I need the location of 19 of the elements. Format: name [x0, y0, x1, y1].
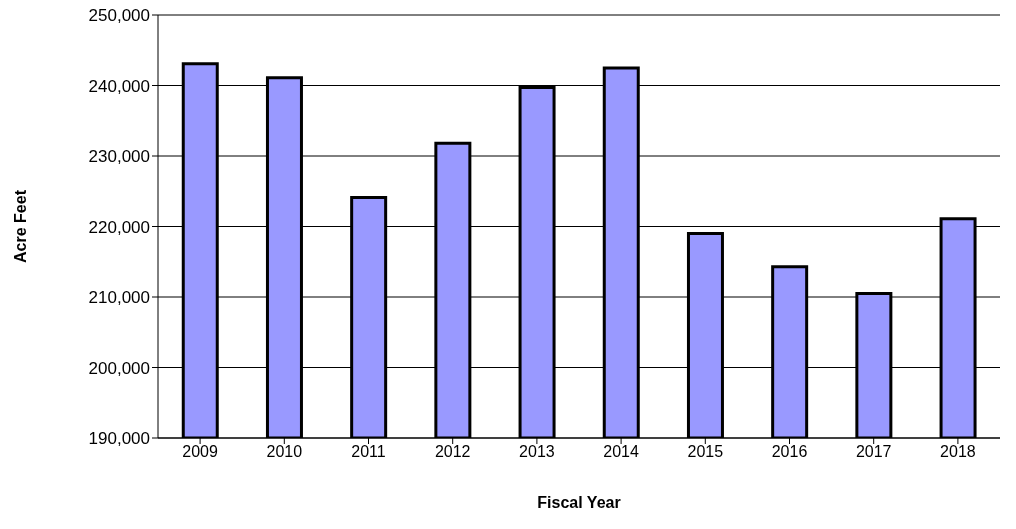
x-tick-label: 2016	[771, 443, 808, 461]
x-tick-label: 2018	[940, 443, 976, 461]
y-tick-label: 230,000	[88, 147, 150, 167]
x-tick-label: 2010	[266, 443, 303, 461]
x-tick-label: 2011	[351, 443, 386, 461]
x-tick-label: 2015	[687, 443, 724, 461]
x-axis-title: Fiscal Year	[537, 494, 621, 511]
x-tick-label: 2017	[855, 443, 892, 461]
y-tick-label: 190,000	[88, 429, 150, 449]
x-tick-label: 2013	[519, 443, 555, 461]
y-tick-label: 210,000	[88, 288, 150, 308]
y-tick-label: 220,000	[88, 217, 150, 237]
y-tick-label: 250,000	[88, 6, 150, 26]
y-tick-label: 240,000	[88, 76, 150, 96]
y-tick-label: 200,000	[88, 358, 150, 378]
x-tick-label: 2009	[182, 443, 218, 461]
y-axis-title: Acre Feet	[11, 189, 29, 263]
x-tick-label: 2014	[603, 443, 639, 461]
x-tick-label: 2012	[434, 443, 471, 461]
